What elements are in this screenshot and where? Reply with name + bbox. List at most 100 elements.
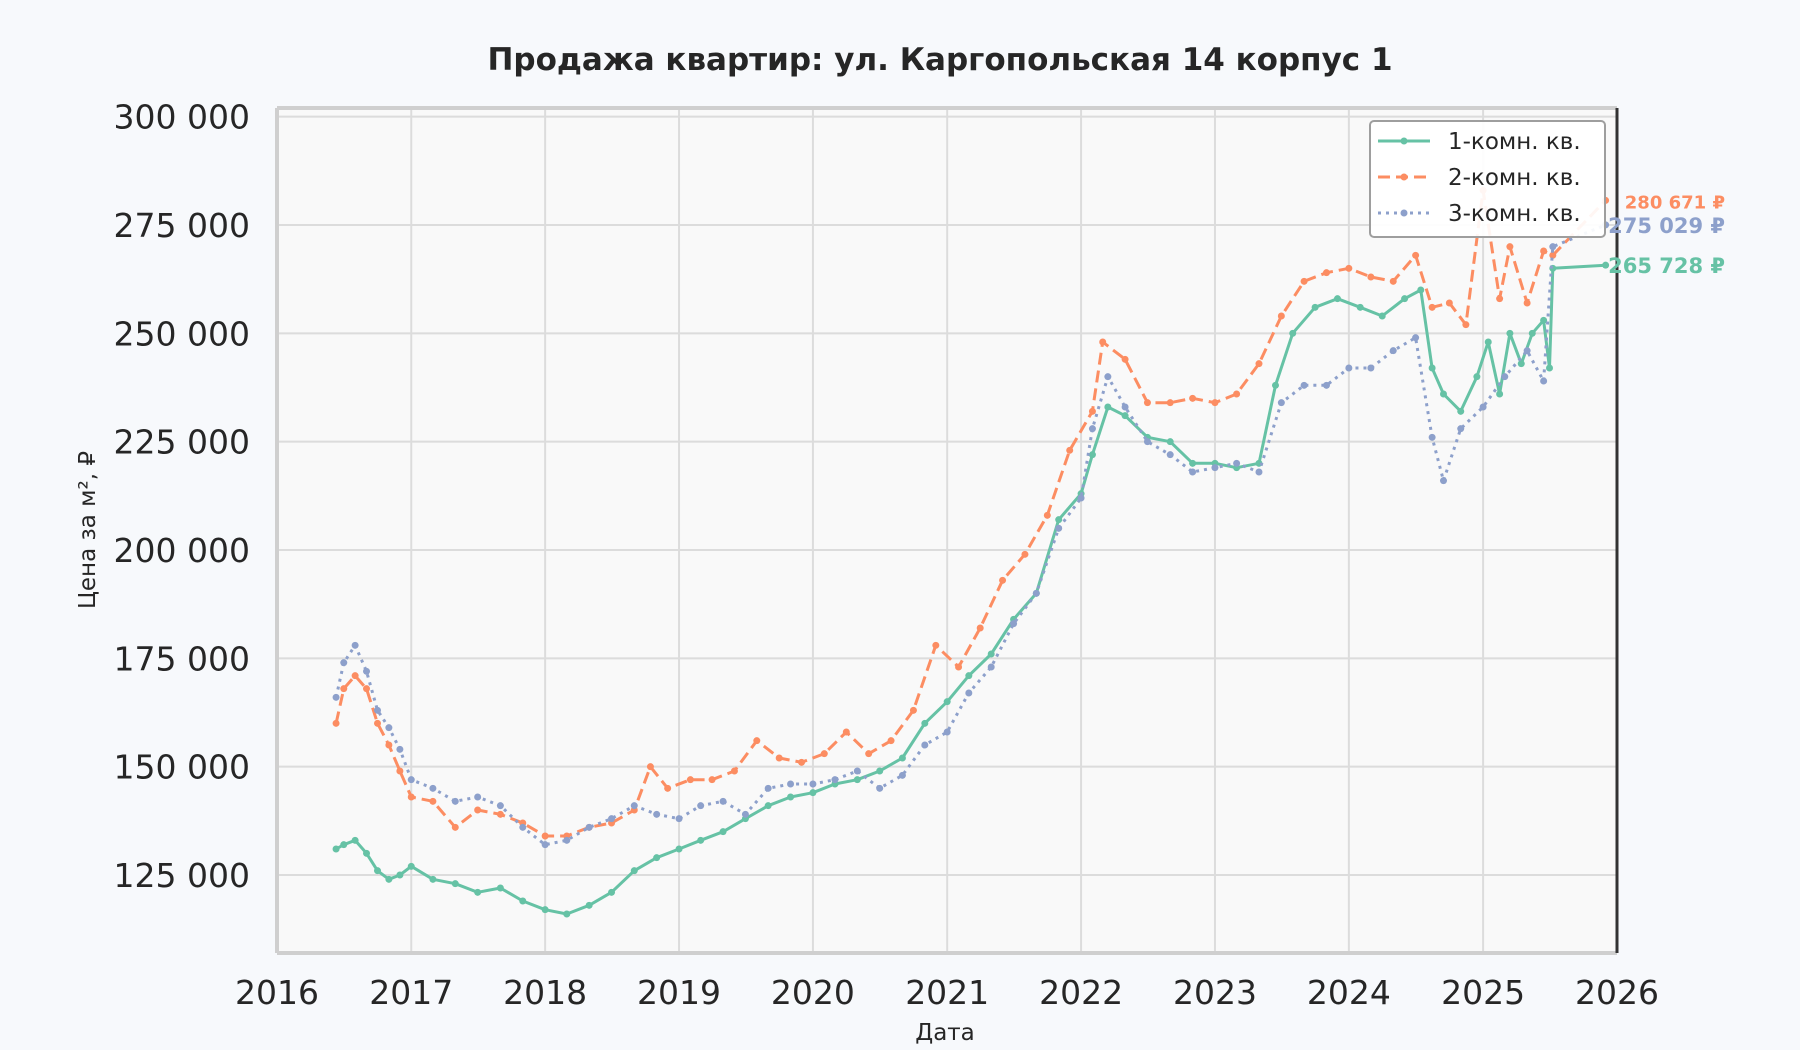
data-point	[1457, 425, 1465, 433]
data-point	[653, 810, 661, 818]
data-point	[1496, 390, 1504, 398]
data-point	[876, 767, 884, 775]
data-point	[1066, 446, 1074, 454]
data-point	[719, 797, 727, 805]
data-point	[675, 845, 683, 853]
data-point	[1055, 516, 1063, 524]
data-point	[787, 780, 795, 788]
data-point	[987, 663, 995, 671]
data-point	[1166, 451, 1174, 459]
data-point	[1088, 425, 1096, 433]
data-point	[1233, 390, 1241, 398]
data-point	[1540, 316, 1548, 324]
data-point	[396, 745, 404, 753]
data-point	[965, 689, 973, 697]
x-axis-label: Дата	[915, 1020, 975, 1046]
data-point	[697, 802, 705, 810]
data-point	[1546, 364, 1554, 372]
y-tick-label: 275 000	[114, 206, 250, 245]
data-point	[1367, 273, 1375, 281]
data-point	[1104, 403, 1112, 411]
data-point	[753, 737, 761, 745]
data-point	[646, 763, 654, 771]
series-3	[332, 221, 1610, 849]
data-point	[429, 797, 437, 805]
data-point	[396, 767, 404, 775]
data-point	[1473, 373, 1481, 381]
legend-item: 2-комн. кв.	[1378, 165, 1581, 191]
data-point	[831, 776, 839, 784]
data-point	[1043, 511, 1051, 519]
legend-items: 1-комн. кв. 2-комн. кв. 3-комн. кв.	[1378, 129, 1581, 227]
data-point	[519, 897, 527, 905]
legend-marker	[1400, 173, 1408, 181]
data-point	[787, 793, 795, 801]
end-value-label: 265 728 ₽	[1608, 254, 1725, 278]
data-point	[853, 767, 861, 775]
data-point	[965, 672, 973, 680]
data-point	[1322, 269, 1330, 277]
data-point	[396, 871, 404, 879]
data-point	[1121, 355, 1129, 363]
data-point	[1496, 295, 1504, 303]
data-point	[999, 576, 1007, 584]
data-point	[332, 719, 340, 727]
data-point	[519, 823, 527, 831]
series-line	[334, 188, 1607, 838]
data-point	[407, 862, 415, 870]
series-2	[332, 186, 1610, 840]
data-point	[1439, 390, 1447, 398]
data-point	[1077, 494, 1085, 502]
data-point	[1021, 550, 1029, 558]
data-point	[496, 802, 504, 810]
data-point	[340, 659, 348, 667]
data-point	[708, 776, 716, 784]
data-point	[1506, 243, 1514, 251]
data-point	[332, 845, 340, 853]
data-point	[1523, 347, 1531, 355]
data-point	[943, 698, 951, 706]
data-point	[363, 685, 371, 693]
data-point	[374, 867, 382, 875]
data-point	[451, 797, 459, 805]
data-point	[697, 836, 705, 844]
end-value-label: 280 671 ₽	[1625, 192, 1725, 213]
end-labels: 265 728 ₽ 280 671 ₽275 029 ₽	[1608, 192, 1725, 278]
data-point	[1501, 373, 1509, 381]
data-point	[630, 867, 638, 875]
data-point	[1300, 277, 1308, 285]
data-point	[943, 728, 951, 736]
data-point	[921, 741, 929, 749]
data-point	[563, 836, 571, 844]
data-point	[385, 724, 393, 732]
data-point	[1428, 364, 1436, 372]
data-point	[1211, 464, 1219, 472]
legend-label: 1-комн. кв.	[1448, 129, 1581, 155]
data-point	[898, 771, 906, 779]
y-tick-label: 250 000	[114, 314, 250, 353]
x-tick-label: 2021	[905, 973, 989, 1012]
data-point	[1166, 438, 1174, 446]
data-point	[1549, 251, 1557, 259]
data-point	[876, 784, 884, 792]
data-point	[1211, 399, 1219, 407]
data-point	[429, 784, 437, 792]
data-point	[798, 758, 806, 766]
data-point	[608, 815, 616, 823]
data-point	[608, 888, 616, 896]
data-point	[775, 754, 783, 762]
data-point	[987, 650, 995, 658]
data-point	[887, 737, 895, 745]
chart-title: Продажа квартир: ул. Каргопольская 14 ко…	[487, 42, 1392, 78]
legend-box	[1369, 120, 1606, 238]
data-point	[1517, 360, 1525, 368]
data-point	[1032, 589, 1040, 597]
data-point	[1378, 312, 1386, 320]
data-point	[1143, 399, 1151, 407]
data-point	[1439, 477, 1447, 485]
data-point	[909, 706, 917, 714]
data-point	[865, 750, 873, 758]
data-point	[653, 854, 661, 862]
data-point	[474, 806, 482, 814]
